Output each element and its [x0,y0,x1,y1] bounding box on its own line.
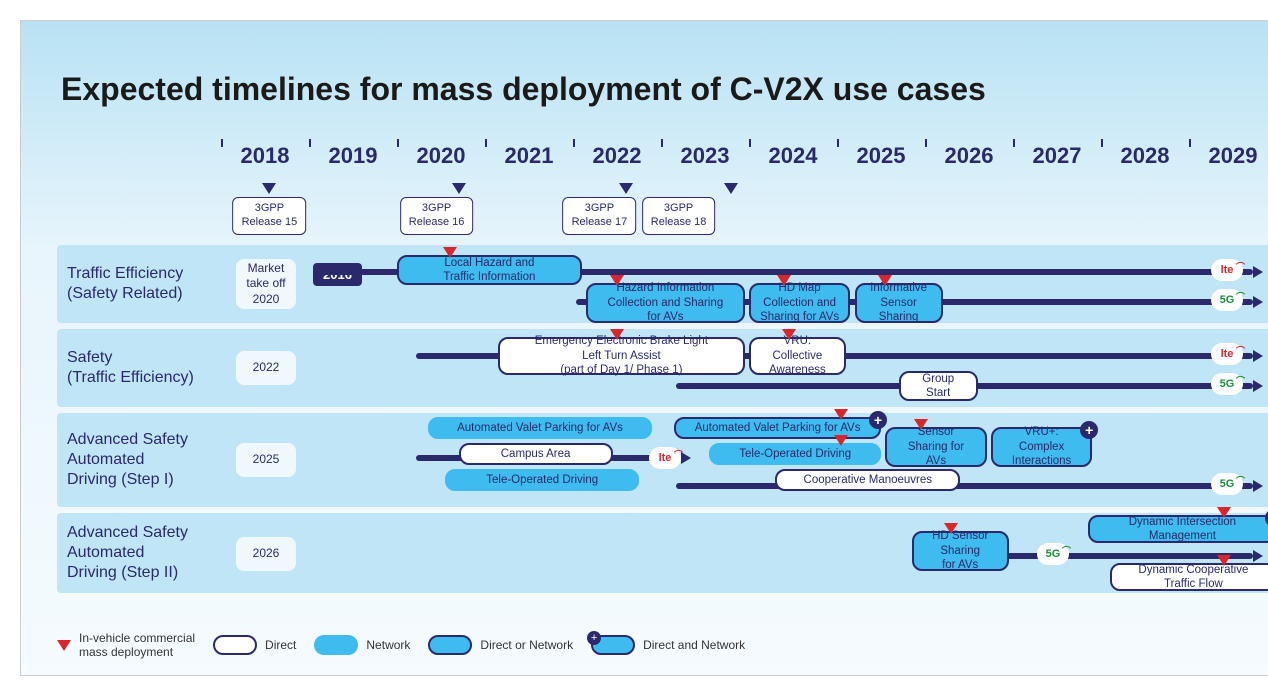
legend-either: Direct or Network [428,635,573,655]
year-label: 2019 [329,143,378,169]
market-takeoff: Market take off 2020 [236,259,296,309]
usecase-box: Dynamic Intersection Management+ [1088,515,1268,543]
legend-deploy: In-vehicle commercial mass deployment [57,631,195,659]
year-label: 2025 [857,143,906,169]
cv2x-timeline-chart: Expected timelines for mass deployment o… [20,20,1268,676]
usecase-box: Sensor Sharing for AVs [885,427,986,467]
usecase-box: Automated Valet Parking for AVs [428,417,652,439]
year-label: 2020 [417,143,466,169]
usecase-box: HD Map Collection and Sharing for AVs [749,283,850,323]
usecase-box: Emergency Electronic Brake Light Left Tu… [498,337,744,375]
5g-badge: 5G⌒ [1211,473,1243,495]
5g-badge: 5G⌒ [1211,289,1243,311]
direct-swatch [213,635,257,655]
deploy-marker-icon [777,275,791,286]
usecase-box: Tele-Operated Driving [445,469,639,491]
lte-badge: lte⌒ [649,447,681,469]
usecase-box: Dynamic Cooperative Traffic Flow [1110,563,1268,591]
5g-badge: 5G⌒ [1037,543,1069,565]
market-takeoff: 2022 [236,351,296,385]
deploy-marker-icon [944,523,958,534]
usecase-box: Tele-Operated Driving [709,443,881,465]
swimlanes: Traffic Efficiency (Safety Related)Marke… [21,245,1268,599]
swimlane: Safety (Traffic Efficiency)2022 lte⌒ 5G⌒ Em… [57,329,1268,407]
market-takeoff: 2026 [236,537,296,571]
chart-title: Expected timelines for mass deployment o… [61,71,986,108]
swimlane: Advanced Safety Automated Driving (Step … [57,413,1268,507]
deploy-marker-icon [1217,507,1231,518]
year-label: 2029 [1209,143,1258,169]
plus-icon: + [1080,421,1098,439]
release-box: 3GPP Release 15 [233,197,307,235]
year-label: 2026 [945,143,994,169]
release-box: 3GPP Release 17 [563,197,637,235]
plus-icon: + [587,631,601,645]
legend-network: Network [314,635,410,655]
legend-both: +Direct and Network [591,635,745,655]
network-swatch [314,635,358,655]
row-label: Safety (Traffic Efficiency) [67,348,237,388]
usecase-box: VRU+: Complex Interactions+ [991,427,1092,467]
usecase-box: VRU: Collective Awareness [749,337,846,375]
market-takeoff: 2025 [236,443,296,477]
usecase-box: Automated Valet Parking for AVs+ [674,417,881,439]
usecase-box: HD Sensor Sharing for AVs [912,531,1009,571]
deploy-marker-icon [834,409,848,420]
row-label: Advanced Safety Automated Driving (Step … [67,430,237,490]
both-swatch: + [591,635,635,655]
deploy-marker-icon [878,275,892,286]
legend-direct: Direct [213,635,296,655]
legend: In-vehicle commercial mass deployment Di… [57,631,745,659]
usecase-box: Local Hazard and Traffic Information [397,255,582,285]
lte-badge: lte⌒ [1211,259,1243,281]
plus-icon: + [869,411,887,429]
either-swatch [428,635,472,655]
lte-badge: lte⌒ [1211,343,1243,365]
usecase-box: Informative Sensor Sharing [855,283,943,323]
deploy-marker-icon [57,640,71,651]
swimlane: Traffic Efficiency (Safety Related)Marke… [57,245,1268,323]
row-label: Traffic Efficiency (Safety Related) [67,264,237,304]
year-label: 2028 [1121,143,1170,169]
deploy-marker-icon [443,247,457,258]
timeline-track [676,483,1253,489]
release-box: 3GPP Release 18 [642,197,716,235]
year-label: 2022 [593,143,642,169]
deploy-marker-icon [610,275,624,286]
usecase-box: Group Start [899,371,978,401]
5g-badge: 5G⌒ [1211,373,1243,395]
deploy-marker-icon [1217,555,1231,566]
year-label: 2018 [241,143,290,169]
year-label: 2027 [1033,143,1082,169]
year-label: 2023 [681,143,730,169]
release-box: 3GPP Release 16 [400,197,474,235]
usecase-box: Cooperative Manoeuvres [775,469,960,491]
year-label: 2024 [769,143,818,169]
deploy-marker-icon [782,329,796,340]
usecase-box: Campus Area [459,443,613,465]
swimlane: Advanced Safety Automated Driving (Step … [57,513,1268,593]
deploy-marker-icon [834,435,848,446]
deploy-marker-icon [914,419,928,430]
releases-row: 3GPP Release 15 3GPP Release 16 3GPP Relea… [21,179,1268,237]
row-label: Advanced Safety Automated Driving (Step … [67,523,237,583]
year-label: 2021 [505,143,554,169]
usecase-box: Hazard Information Collection and Sharin… [586,283,744,323]
deploy-marker-icon [610,329,624,340]
